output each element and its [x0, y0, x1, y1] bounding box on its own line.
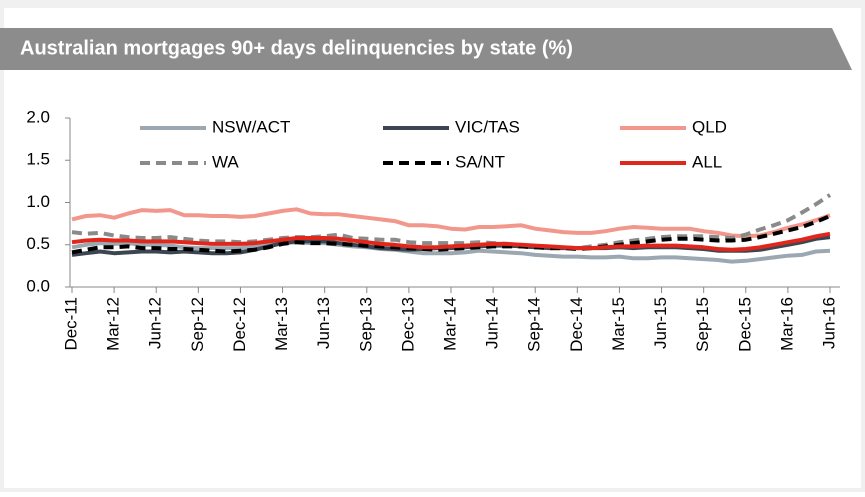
- y-tick-label: 0.0: [26, 276, 50, 295]
- y-tick-label: 0.5: [26, 234, 50, 253]
- x-tick-label: Jun-15: [651, 297, 670, 349]
- y-tick-label: 1.5: [26, 150, 50, 169]
- y-tick-label: 1.0: [26, 192, 50, 211]
- legend-label: QLD: [692, 117, 727, 136]
- x-tick-label: Mar-13: [272, 297, 291, 351]
- x-tick-label: Sep-14: [525, 297, 544, 352]
- series-line: [71, 231, 831, 252]
- x-tick-label: Jun-12: [146, 297, 165, 349]
- legend-label: WA: [212, 152, 239, 171]
- legend-label: NSW/ACT: [212, 117, 290, 136]
- x-tick-label: Dec-14: [567, 297, 586, 352]
- x-tick-label: Dec-15: [735, 297, 754, 352]
- x-tick-label: Sep-13: [356, 297, 375, 352]
- x-tick-label: Mar-12: [104, 297, 123, 351]
- series-line: [71, 240, 831, 264]
- legend-label: ALL: [692, 152, 722, 171]
- series-line: [71, 207, 831, 239]
- x-tick-label: Jun-13: [314, 297, 333, 349]
- legend-label: VIC/TAS: [455, 117, 520, 136]
- y-tick-label: 2.0: [26, 107, 50, 126]
- x-tick-label: Jun-16: [819, 297, 838, 349]
- header-band: [0, 28, 852, 70]
- x-tick-label: Dec-13: [398, 297, 417, 352]
- x-tick-label: Sep-15: [693, 297, 712, 352]
- chart-title: Australian mortgages 90+ days delinquenc…: [20, 37, 573, 59]
- x-tick-label: Dec-11: [61, 297, 80, 351]
- x-tick-label: Dec-12: [230, 297, 249, 352]
- x-tick-label: Sep-12: [188, 297, 207, 352]
- x-tick-label: Mar-15: [609, 297, 628, 351]
- legend-label: SA/NT: [455, 152, 505, 171]
- x-tick-label: Jun-14: [483, 297, 502, 349]
- x-tick-label: Mar-16: [777, 297, 796, 351]
- x-tick-label: Mar-14: [440, 297, 459, 351]
